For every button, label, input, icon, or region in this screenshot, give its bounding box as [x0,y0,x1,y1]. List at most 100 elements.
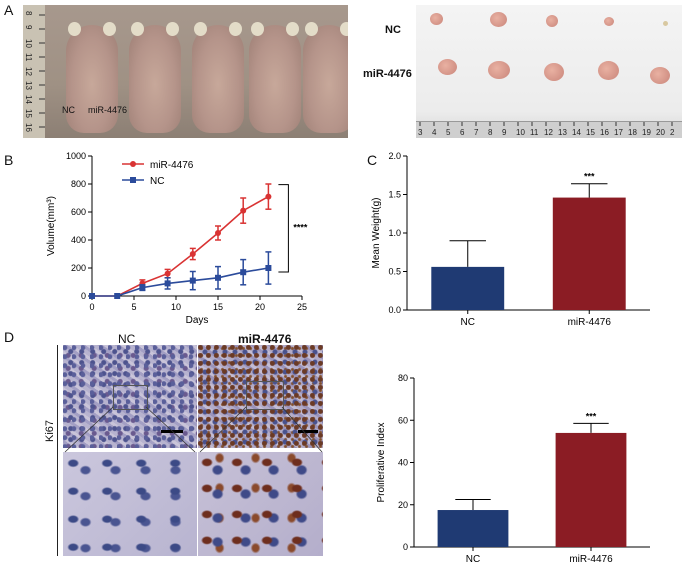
ruler-h-number: 5 [446,128,451,137]
mice-photo: 8 9 10 11 12 13 14 15 16 NC miR-4476 [23,5,348,138]
ihc-nc-scale-bar [161,430,183,433]
panel-letter-d: D [4,329,15,345]
ihc-mir-lowmag [198,345,323,448]
ruler-horizontal: 3 4 5 6 7 8 9 10 11 12 13 14 15 16 17 18 19 20 2 [416,121,682,138]
ihc-mir-scale-bar [298,430,318,433]
legend-marker [130,161,136,167]
tumor-nc-2 [490,12,507,27]
data-point [164,280,171,287]
ruler-h-number: 9 [502,128,507,137]
panel-letter-b: B [4,152,14,168]
tumor-mir-2 [488,61,510,79]
ihc-nc-zoom-box [113,385,148,410]
ihc-mir-zoom-box [246,381,284,410]
data-point [189,277,196,284]
ruler-h-number: 8 [488,128,493,137]
x-tick-label: miR-4476 [568,317,612,328]
panel-letter-a: A [4,2,14,18]
tumor-nc-4 [604,17,614,26]
ruler-h-number: 6 [460,128,465,137]
legend-label: miR-4476 [150,160,194,171]
bar-miR-4476 [552,197,626,310]
ruler-h-number: 17 [614,128,623,137]
data-point [265,265,272,271]
y-tick-label: 0 [403,542,408,552]
y-axis-label: Proliferative Index [376,422,387,502]
y-tick-label: 400 [71,235,86,245]
x-axis-label: Days [186,315,209,326]
ruler-h-number: 11 [530,128,539,137]
ruler-vertical: 8 9 10 11 12 13 14 15 16 [23,5,45,138]
tumor-nc-label: NC [385,24,401,36]
ruler-v-number: 15 [24,109,33,118]
ruler-v-number: 12 [24,67,33,76]
ihc-nc-highmag [63,452,197,556]
data-point [265,193,272,200]
legend-label: NC [150,176,164,187]
ihc-col-mir: miR-4476 [238,332,292,346]
ruler-h-number: 20 [656,128,665,137]
ihc-zoom-lines [64,406,323,453]
tumor-mir-1 [438,59,457,75]
ruler-h-number: 19 [642,128,651,137]
x-tick-label: 10 [171,302,181,312]
y-tick-label: 60 [398,415,408,425]
ihc-col-nc: NC [118,332,136,346]
tumor-nc-3 [546,15,558,27]
y-tick-label: 200 [71,263,86,273]
ruler-v-number: 16 [24,123,33,132]
mean-weight-bar-chart: 0.0 0.5 1.0 1.5 2.0 Mean Weight(g) NC miR-4476 *… [371,151,650,328]
tumor-mir-4 [598,61,619,80]
ruler-h-number: 15 [586,128,595,137]
ruler-v-number: 10 [24,39,33,48]
tumor-nc-1 [430,13,443,25]
y-tick-label: 2.0 [388,151,401,161]
x-tick-label: NC [466,554,480,565]
x-tick-label: miR-4476 [569,554,613,565]
data-point [215,274,221,281]
x-tick-label: 15 [213,302,223,312]
ruler-h-number: 13 [558,128,567,137]
ruler-h-number: 18 [628,128,637,137]
series-line-NC [92,267,269,297]
x-tick-label: 25 [297,302,307,312]
data-point [89,293,95,299]
tumor-volume-line-chart: 0 200 400 600 800 1000 0 5 10 15 20 25 Days Volume(mm… [46,151,308,326]
ihc-row-divider [57,345,58,556]
ihc-mir-highmag [198,452,323,556]
tumor-mir-3 [544,63,564,81]
bar-miR-4476 [555,432,627,547]
y-tick-label: 600 [71,207,86,217]
mouse-5 [303,22,348,133]
proliferative-index-bar-chart: 0 20 40 60 80 Proliferative Index NC miR-4476 **… [376,373,650,565]
data-point [139,284,146,291]
y-tick-label: 1.5 [388,190,401,200]
y-tick-label: 1.0 [388,228,401,238]
ruler-h-number: 14 [572,128,581,137]
ruler-h-number: 4 [432,128,437,137]
ruler-h-number: 10 [516,128,525,137]
tumor-mir-label: miR-4476 [363,68,412,80]
data-point [189,251,196,257]
ruler-v-number: 9 [24,25,33,30]
bar-NC [431,266,505,310]
x-tick-label: 0 [89,302,94,312]
data-point [164,270,171,277]
data-point [114,293,121,299]
tumor-nc-5 [663,21,668,26]
x-tick-label: 5 [131,302,136,312]
ruler-h-number: 2 [670,128,675,137]
ruler-h-number: 3 [418,128,423,137]
y-tick-label: 20 [398,500,408,510]
mouse-1 [66,22,118,133]
ruler-v-number: 11 [24,53,33,62]
y-axis-label: Mean Weight(g) [371,198,382,269]
bar-NC [437,510,509,547]
y-tick-label: 0.0 [388,305,401,315]
ruler-h-number: 7 [474,128,479,137]
ruler-h-number: 12 [544,128,553,137]
ruler-v-number: 13 [24,81,33,90]
mice-nc-label: NC [62,105,75,115]
data-point [240,207,247,214]
data-point [240,269,247,276]
